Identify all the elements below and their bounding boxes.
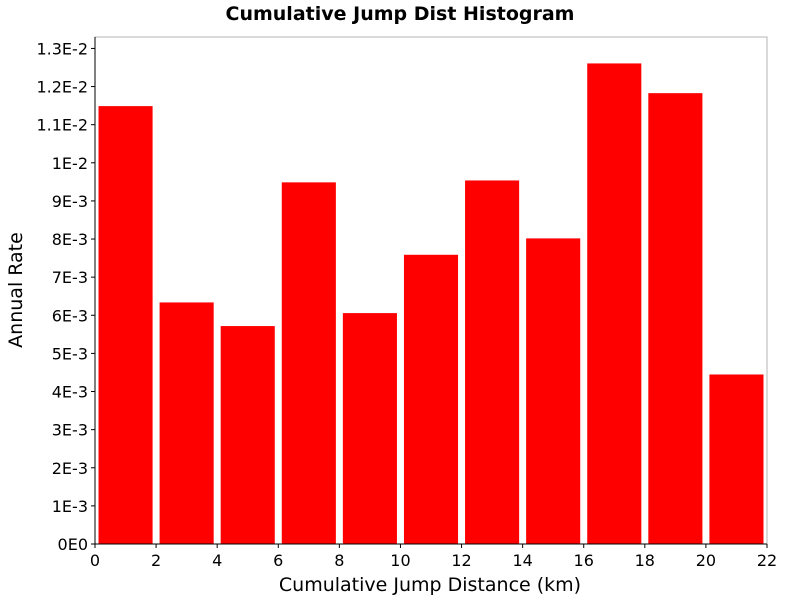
y-tick-label: 1.1E-2: [36, 116, 88, 135]
y-tick-label: 1E-3: [52, 497, 88, 516]
x-tick-label: 6: [273, 551, 283, 570]
y-tick-label: 1.3E-2: [36, 39, 88, 58]
x-tick-label: 0: [90, 551, 100, 570]
chart-title: Cumulative Jump Dist Histogram: [226, 3, 575, 25]
y-tick-label: 1.2E-2: [36, 78, 88, 97]
x-tick-label: 22: [757, 551, 777, 570]
histogram-bar: [341, 312, 398, 545]
histogram-bar: [708, 373, 765, 545]
x-tick-label: 20: [696, 551, 716, 570]
y-tick-label: 1E-2: [52, 154, 88, 173]
histogram-bar: [280, 181, 337, 545]
x-tick-label: 12: [451, 551, 471, 570]
y-tick-label: 3E-3: [52, 421, 88, 440]
y-tick-label: 4E-3: [52, 383, 88, 402]
histogram-bar: [97, 105, 154, 545]
y-tick-label: 9E-3: [52, 192, 88, 211]
histogram-bar: [219, 325, 276, 545]
y-tick-label: 8E-3: [52, 230, 88, 249]
y-tick-label: 2E-3: [52, 459, 88, 478]
y-tick-label: 5E-3: [52, 344, 88, 363]
x-tick-label: 8: [334, 551, 344, 570]
y-tick-label: 6E-3: [52, 306, 88, 325]
x-tick-label: 4: [212, 551, 222, 570]
histogram-bar: [402, 253, 460, 545]
x-tick-label: 2: [151, 551, 161, 570]
x-tick-label: 14: [512, 551, 532, 570]
x-tick-label: 16: [574, 551, 594, 570]
histogram-bar: [158, 301, 215, 545]
histogram-bar: [525, 237, 582, 545]
histogram-bar: [647, 92, 704, 545]
histogram-bar: [464, 179, 521, 545]
x-tick-label: 10: [390, 551, 410, 570]
x-tick-label: 18: [635, 551, 655, 570]
x-axis-label: Cumulative Jump Distance (km): [279, 574, 581, 596]
axes: 0 2 4 6 8 10 12 14 16 18 20 22 0E0 1E-3 2E-3 3E-3 4E-3 5E…: [36, 37, 777, 570]
histogram-bar: [586, 62, 643, 545]
y-tick-label: 7E-3: [52, 268, 88, 287]
y-axis-label: Annual Rate: [5, 232, 27, 348]
bars: [97, 62, 765, 545]
y-tick-label: 0E0: [58, 535, 88, 554]
